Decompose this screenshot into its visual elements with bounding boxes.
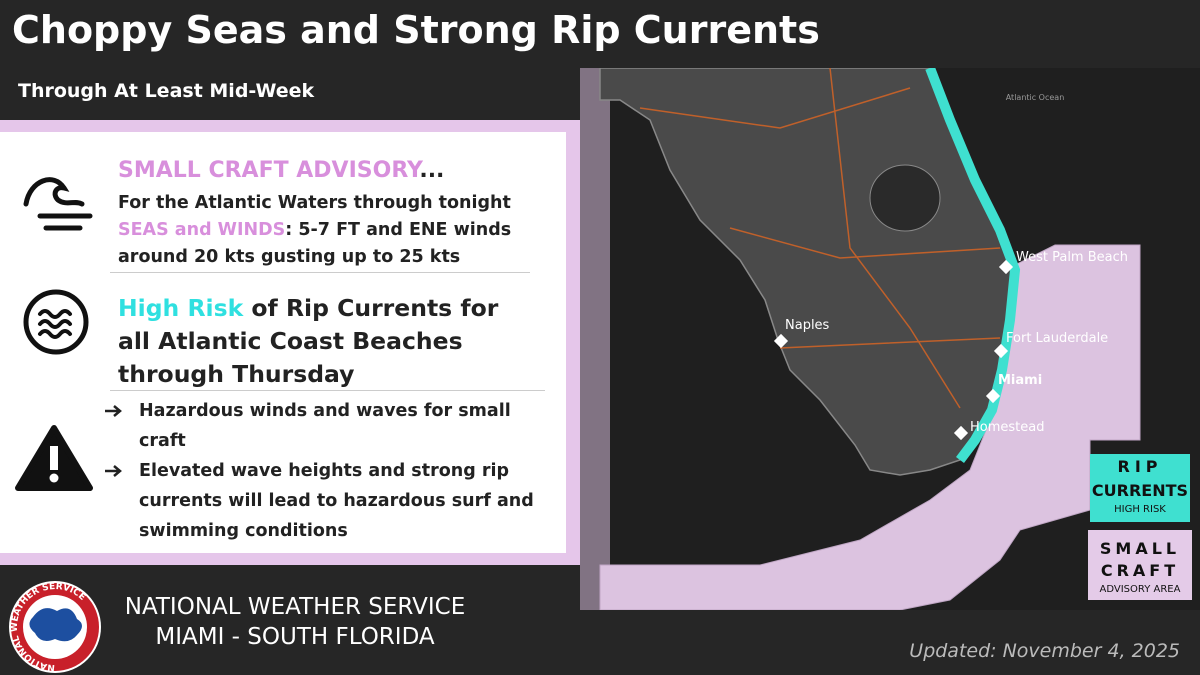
title: Choppy Seas and Strong Rip Currents — [12, 8, 820, 52]
city-label: Naples — [785, 318, 830, 333]
city-labels: West Palm Beach Naples Fort Lauderdale M… — [773, 250, 1128, 441]
map: Atlantic Ocean West Palm Beach Naples Fo… — [580, 68, 1200, 610]
bullet-arrow — [105, 465, 122, 477]
bullet-text: Elevated wave heights and strong rip cur… — [139, 461, 534, 541]
legend-text: HIGH RISK — [1114, 504, 1166, 515]
info-panel-inner: SMALL CRAFT ADVISORY... For the Atlantic… — [0, 132, 566, 553]
subtitle: Through At Least Mid-Week — [18, 80, 315, 102]
city-marker — [953, 425, 969, 441]
updated-date: Updated: November 4, 2025 — [909, 640, 1180, 662]
advisory-line: For the Atlantic Waters through tonight — [118, 193, 511, 213]
org-name: NATIONAL WEATHER SERVICE — [124, 594, 466, 620]
office-name: MIAMI - SOUTH FLORIDA — [155, 624, 435, 650]
rip-highlight: High Risk — [118, 294, 244, 322]
advisory-detail: : 5-7 FT and ENE winds around 20 kts gus… — [118, 220, 512, 267]
bullet-arrow — [105, 405, 122, 417]
warning-icon — [15, 425, 93, 491]
advisory-body: For the Atlantic Waters through tonight S… — [118, 190, 538, 271]
bullet: Elevated wave heights and strong rip cur… — [105, 456, 535, 546]
ocean-label: Atlantic Ocean — [1006, 93, 1065, 102]
city-marker — [985, 388, 1001, 404]
legend-text: SMALL — [1100, 539, 1180, 558]
rip-detail: of Rip Currents for all Atlantic Coast B… — [118, 294, 499, 388]
rip-icon — [23, 289, 89, 355]
advisory-heading: SMALL CRAFT ADVISORY... — [118, 158, 538, 183]
city-label: Miami — [998, 373, 1042, 388]
bullet: Hazardous winds and waves for small craf… — [105, 396, 535, 456]
legend-rip — [1090, 454, 1190, 522]
advisory-suffix: ... — [419, 158, 445, 183]
nws-logo: NATIONAL WEATHER SERVICE — [9, 581, 101, 673]
info-panel: SMALL CRAFT ADVISORY... For the Atlantic… — [0, 120, 580, 565]
bullet-text: Hazardous winds and waves for small craf… — [139, 401, 511, 451]
city-marker — [993, 343, 1009, 359]
wave-icon — [23, 177, 93, 231]
legend-craft — [1088, 530, 1192, 600]
city-label: Fort Lauderdale — [1006, 331, 1108, 346]
legend-text: ADVISORY AREA — [1100, 584, 1181, 595]
city-label: West Palm Beach — [1016, 250, 1128, 265]
separator — [110, 390, 545, 391]
advisory-title: SMALL CRAFT ADVISORY — [118, 158, 420, 183]
city-marker — [773, 333, 789, 349]
legend-text: CURRENTS — [1092, 481, 1188, 500]
legend-text: CRAFT — [1101, 561, 1179, 580]
advisory-highlight: SEAS and WINDS — [118, 220, 286, 240]
city-label: Homestead — [970, 420, 1044, 435]
rip-text: High Risk of Rip Currents for all Atlant… — [118, 292, 528, 391]
separator — [110, 272, 530, 273]
legend-text: RIP — [1118, 457, 1163, 476]
city-marker — [998, 259, 1014, 275]
